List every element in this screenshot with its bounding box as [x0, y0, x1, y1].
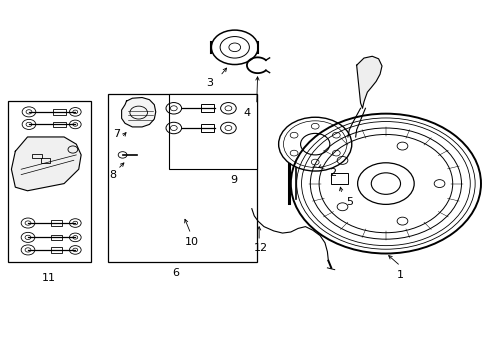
Bar [200, 124, 214, 132]
Text: 10: 10 [185, 237, 199, 247]
Text: 6: 6 [172, 268, 180, 278]
Bar [51, 220, 61, 226]
Polygon shape [356, 56, 381, 108]
Bar [200, 104, 214, 112]
Text: 5: 5 [345, 197, 352, 207]
Text: 3: 3 [205, 78, 212, 88]
Bar [51, 247, 61, 253]
Bar [51, 234, 61, 240]
Bar [53, 109, 65, 115]
Bar [330, 173, 347, 184]
Text: 9: 9 [230, 175, 237, 185]
Text: 7: 7 [113, 129, 120, 139]
Text: 12: 12 [253, 243, 267, 253]
Polygon shape [11, 137, 81, 191]
Polygon shape [122, 98, 156, 127]
Text: 11: 11 [41, 273, 55, 283]
Bar [32, 154, 42, 158]
Text: 4: 4 [243, 108, 250, 118]
Bar [41, 158, 50, 163]
Text: 1: 1 [396, 270, 403, 280]
Bar [108, 94, 256, 262]
Text: 2: 2 [328, 168, 335, 178]
Bar [168, 94, 256, 169]
Text: 8: 8 [109, 170, 116, 180]
Polygon shape [180, 128, 209, 156]
Bar [53, 122, 65, 127]
Bar [8, 101, 91, 262]
